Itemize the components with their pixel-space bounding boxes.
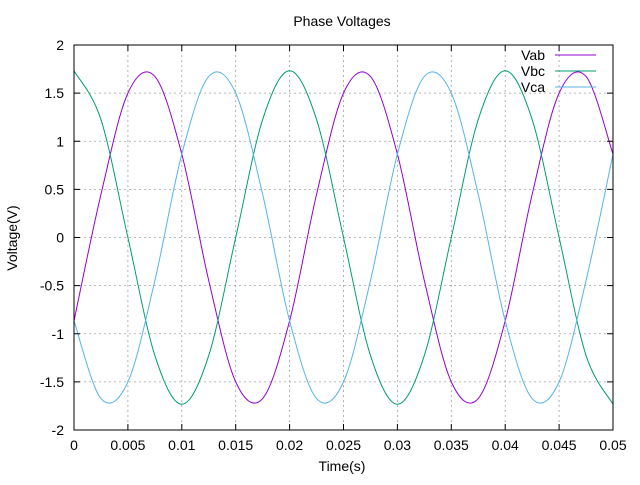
axis-layer: 0 0.005 0.01 0.015 0.02 0.025 0.03 0.035 0.04 0.0… <box>40 37 627 453</box>
x-tick-label: 0.035 <box>434 437 469 453</box>
x-tick-label: 0.015 <box>218 437 253 453</box>
x-tick-label: 0.045 <box>542 437 577 453</box>
y-tick-label: -0.5 <box>40 278 64 294</box>
series-line-vca <box>73 71 614 404</box>
x-tick-label: 0.025 <box>326 437 361 453</box>
legend-label-vab: Vab <box>521 47 545 63</box>
x-tick-label: 0.01 <box>168 437 195 453</box>
series-layer <box>73 70 614 405</box>
x-tick-label: 0.02 <box>276 437 303 453</box>
y-tick-label: 2 <box>56 37 64 53</box>
y-tick-label: 0 <box>56 230 64 246</box>
chart-title: Phase Voltages <box>293 13 390 29</box>
legend-label-vbc: Vbc <box>521 63 545 79</box>
x-tick-label: 0 <box>70 437 78 453</box>
x-tick-label: 0.04 <box>492 437 519 453</box>
y-axis-label: Voltage(V) <box>4 205 20 270</box>
y-tick-label: 1.5 <box>45 85 65 101</box>
y-tick-label: -1.5 <box>40 374 64 390</box>
y-tick-label: 1 <box>56 133 64 149</box>
y-tick-label: -2 <box>52 422 65 438</box>
x-axis-label: Time(s) <box>319 458 366 474</box>
grid-layer <box>74 45 613 430</box>
y-tick-label: 0.5 <box>45 181 65 197</box>
plot-frame <box>73 44 614 431</box>
series-line-vbc <box>73 70 614 405</box>
legend-label-vca: Vca <box>521 79 545 95</box>
y-tick-label: -1 <box>52 326 65 342</box>
x-tick-label: 0.03 <box>384 437 411 453</box>
x-tick-label: 0.05 <box>599 437 626 453</box>
x-tick-label: 0.005 <box>110 437 145 453</box>
series-line-vab <box>73 71 614 404</box>
